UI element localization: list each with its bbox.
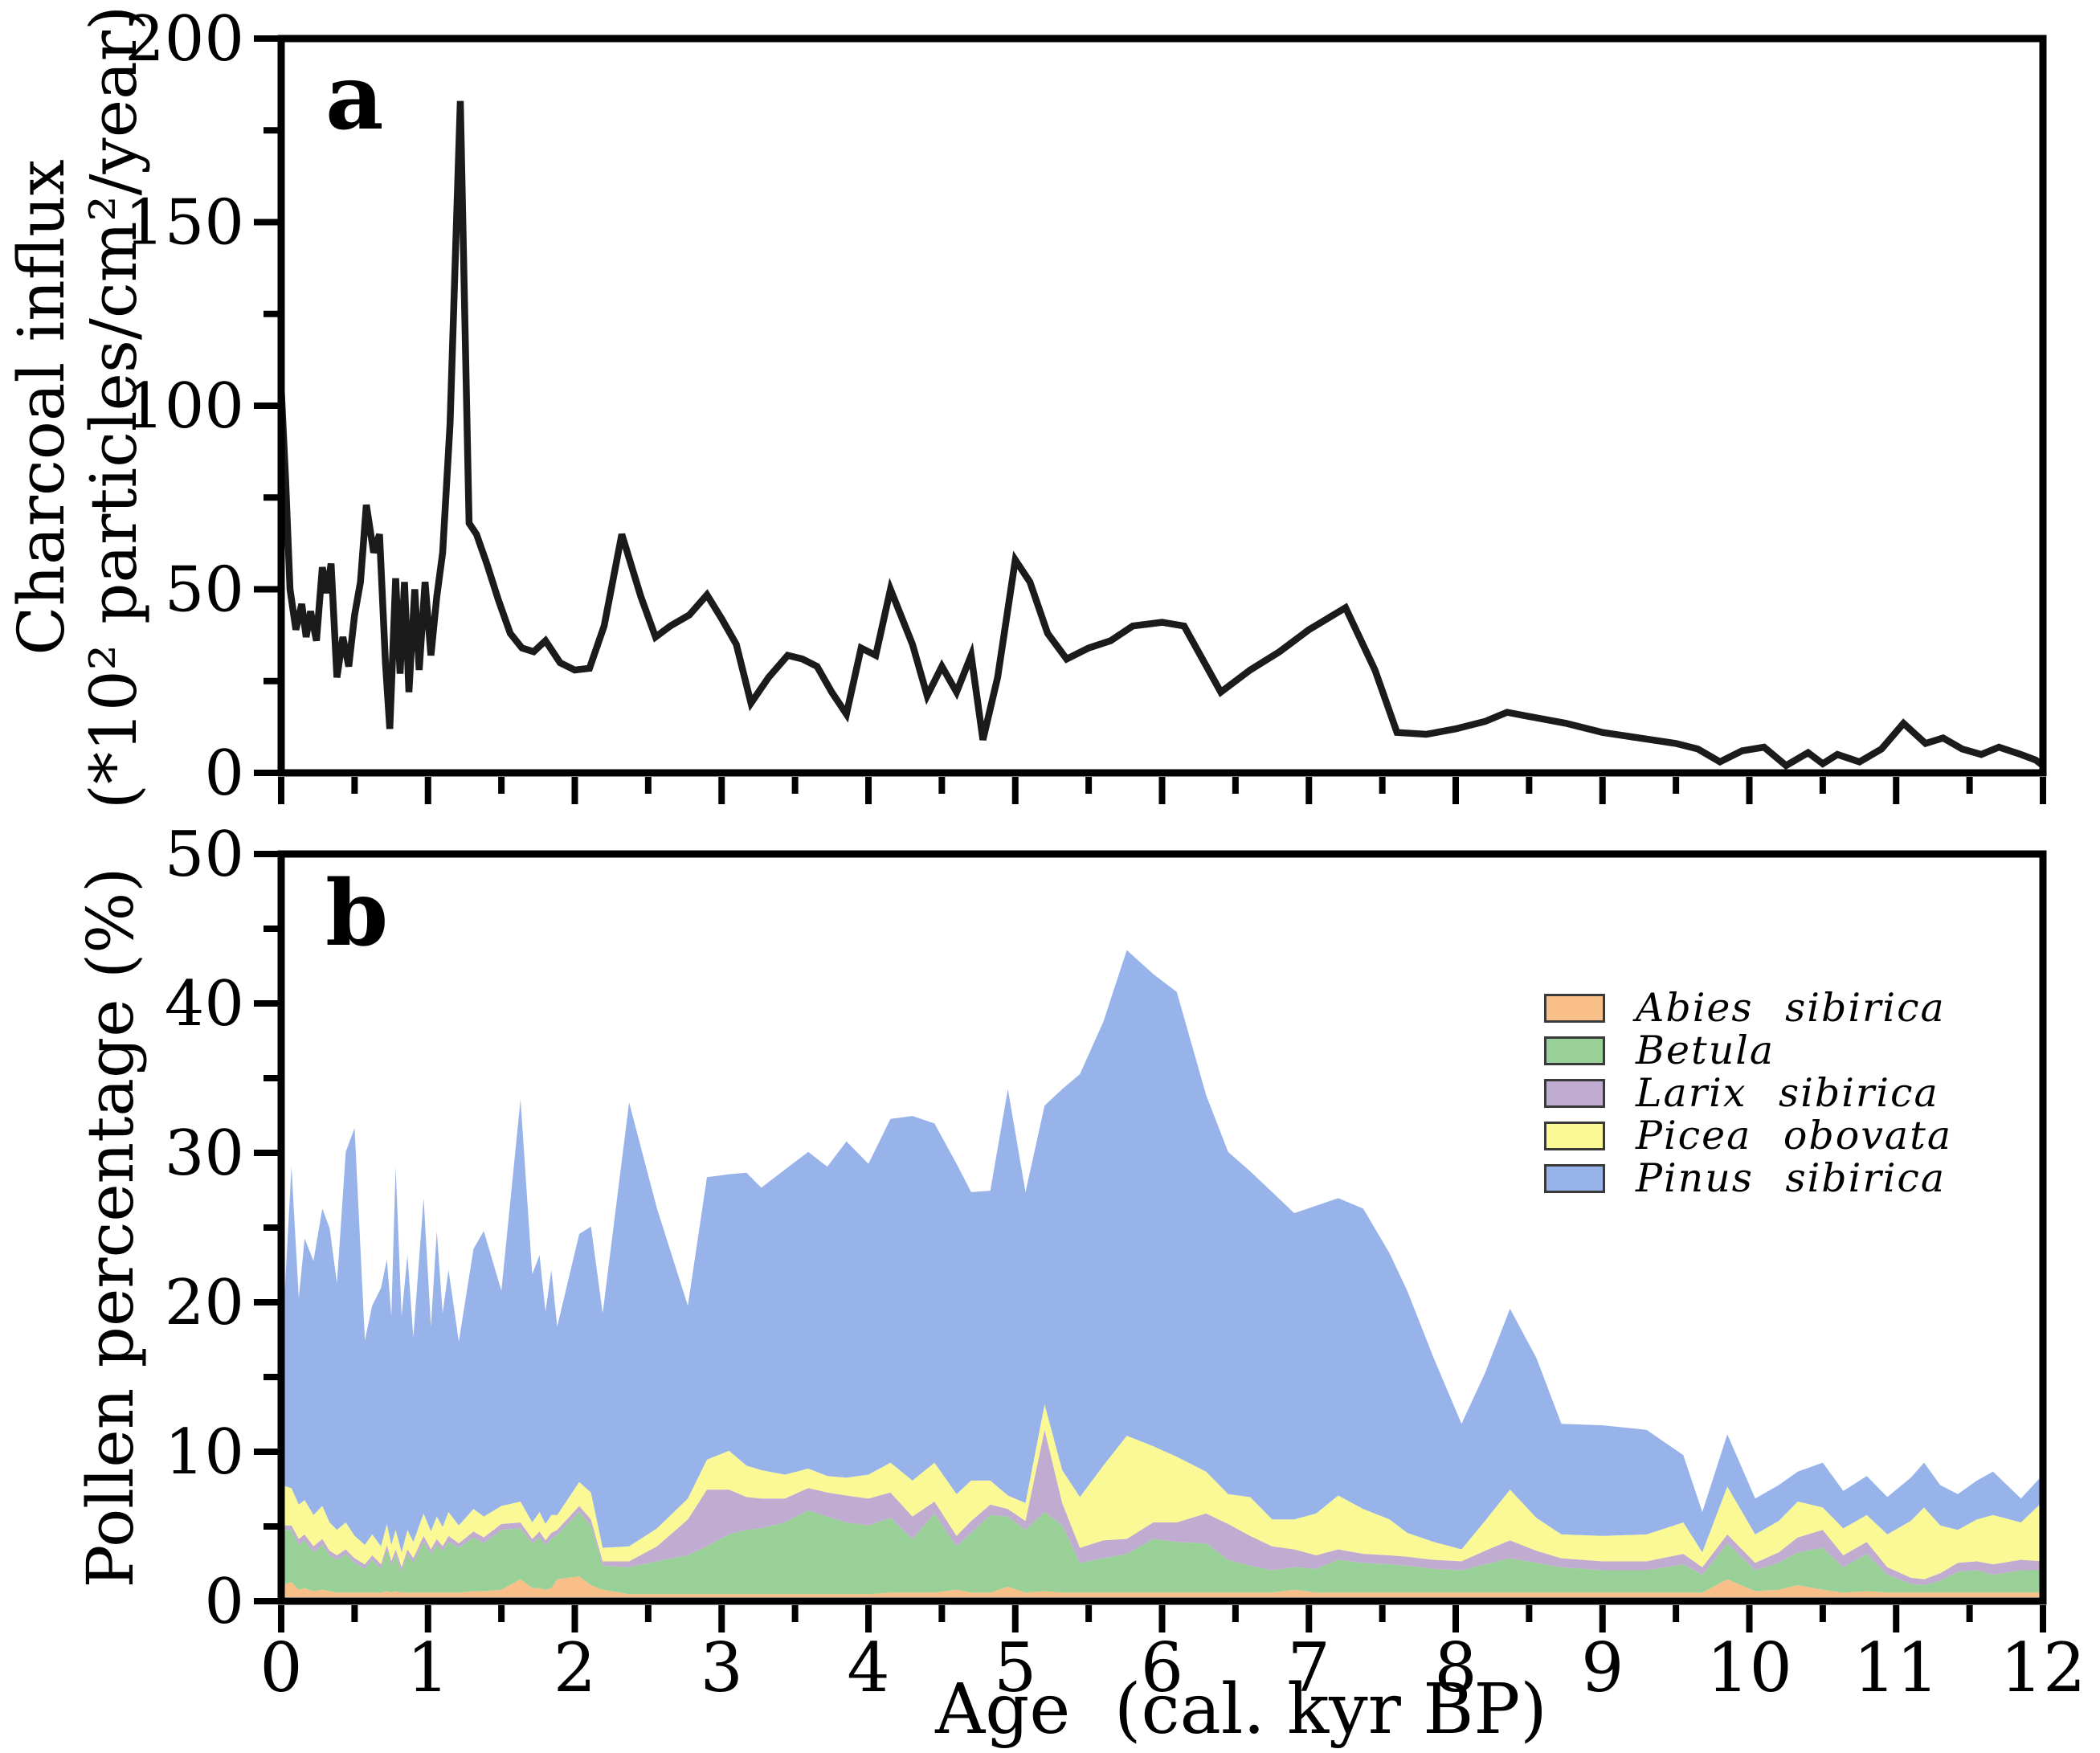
panel-a-y-tick-label: 0 [204, 738, 244, 810]
legend-row: Betula [1544, 1029, 1952, 1072]
legend: Abies sibirica Betula Larix sibirica Picea … [1544, 987, 1952, 1199]
panel-a-y-tick-label: 150 [125, 187, 244, 259]
area-pinus-sibirica [281, 950, 2043, 1553]
x-tick-label: 0 [259, 1628, 302, 1707]
legend-row: Abies sibirica [1544, 987, 1952, 1029]
panel-b-y-tick-label: 40 [165, 968, 244, 1040]
legend-label: Abies sibirica [1636, 985, 1946, 1031]
panel-b-y-tick-label: 10 [165, 1416, 244, 1489]
legend-label: Betula [1636, 1028, 1775, 1073]
x-tick-label: 7 [1288, 1628, 1330, 1707]
x-axis-title: Age (cal. kyr BP) [935, 1669, 1547, 1750]
x-tick-label: 9 [1581, 1628, 1624, 1707]
legend-row: Picea obovata [1544, 1114, 1952, 1157]
x-tick-label: 1 [407, 1628, 449, 1707]
x-tick-label: 6 [1141, 1628, 1183, 1707]
panel-a-y-tick-label: 50 [165, 554, 244, 627]
x-tick-label: 5 [994, 1628, 1036, 1707]
x-tick-label: 8 [1434, 1628, 1477, 1707]
panel-b-y-axis-title: Pollen percentage (%) [73, 867, 148, 1588]
legend-swatch-larix-sibirica [1544, 1078, 1605, 1108]
x-tick-label: 11 [1853, 1628, 1939, 1707]
panel-b-y-tick-label: 50 [165, 819, 244, 891]
panel-b-y-tick-label: 20 [165, 1267, 244, 1339]
x-tick-label: 10 [1706, 1628, 1792, 1707]
charcoal-influx-line [277, 100, 2045, 770]
legend-swatch-abies-sibirica [1544, 993, 1605, 1023]
panel-a-box [277, 35, 2047, 777]
panel-b-box [277, 850, 2047, 1605]
legend-label: Picea obovata [1636, 1113, 1953, 1158]
area-betula [281, 1510, 2043, 1595]
panel-a-y-tick-label: 200 [125, 3, 244, 76]
legend-swatch-picea-obovata [1544, 1121, 1605, 1150]
panel-a-y-axis-title-line1: Charcoal influx [4, 159, 79, 656]
legend-row: Larix sibirica [1544, 1072, 1952, 1114]
legend-label: Larix sibirica [1636, 1070, 1939, 1116]
area-picea-obovata [281, 1404, 2043, 1579]
legend-swatch-betula [1544, 1036, 1605, 1065]
panel-b-label: b [325, 861, 389, 966]
panel-b-y-tick-label: 30 [165, 1118, 244, 1190]
panel-a-y-tick-label: 100 [125, 370, 244, 443]
legend-label: Pinus sibirica [1636, 1155, 1947, 1201]
x-tick-label: 12 [2000, 1628, 2086, 1707]
panel-b-y-tick-label: 0 [204, 1566, 244, 1638]
legend-row: Pinus sibirica [1544, 1157, 1952, 1199]
panel-a-label: a [325, 45, 384, 150]
x-tick-label: 4 [847, 1628, 889, 1707]
x-tick-label: 3 [701, 1628, 743, 1707]
area-abies-sibirica [281, 1576, 2043, 1597]
x-tick-label: 2 [554, 1628, 596, 1707]
legend-swatch-pinus-sibirica [1544, 1163, 1605, 1193]
